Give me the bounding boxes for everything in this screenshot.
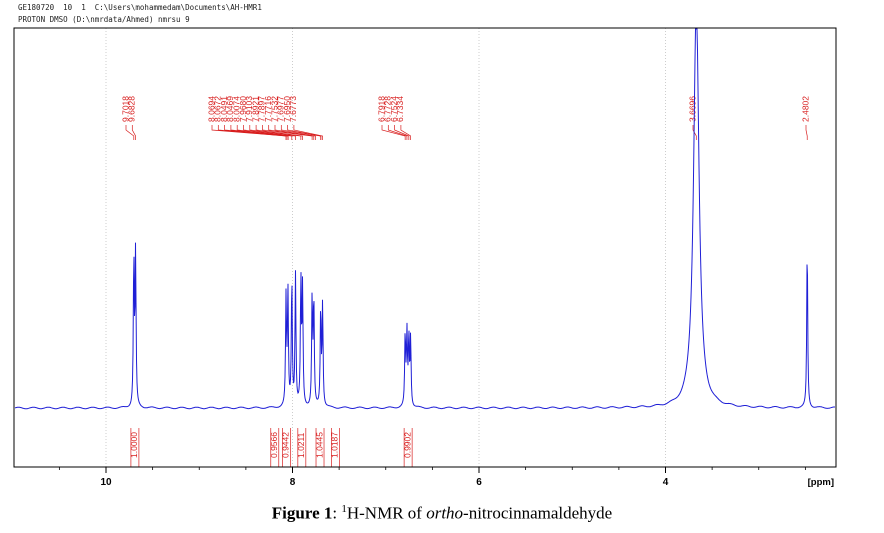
peak-label: 8.0469 — [225, 96, 235, 122]
caption-italic: ortho — [426, 503, 464, 523]
peak-label: 7.9103 — [244, 96, 254, 122]
peak-label: 7.7716 — [263, 96, 273, 122]
peak-label: 8.0074 — [231, 96, 241, 122]
peak-label: 3.6696 — [687, 96, 697, 122]
peak-label-connector — [692, 125, 697, 140]
peak-label: 8.0672 — [213, 96, 223, 122]
peak-label: 6.7728 — [383, 96, 393, 122]
peak-label-connector — [400, 125, 411, 140]
x-tick-label: 8 — [290, 477, 296, 488]
peak-label-connector — [125, 125, 135, 140]
peak-label-connector — [387, 125, 408, 140]
x-tick-label: 4 — [663, 477, 669, 488]
peak-label: 7.6977 — [276, 96, 286, 122]
peak-label-connector — [394, 125, 410, 140]
peak-label: 6.7334 — [395, 96, 405, 122]
peak-label-connector — [249, 125, 302, 140]
integral-value: 1.0000 — [129, 432, 139, 458]
integral-value: 1.0211 — [296, 432, 306, 458]
peak-label-connector — [381, 125, 406, 140]
integral-value: 1.0445 — [314, 432, 324, 458]
caption-text-after: -nitrocinnamaldehyde — [463, 503, 613, 523]
caption-superscript: 1 — [341, 503, 347, 515]
caption-text-before: H-NMR of — [346, 503, 427, 523]
peak-label-connector — [243, 125, 296, 140]
peak-label-connector — [287, 125, 322, 140]
peak-label: 7.6773 — [288, 96, 298, 122]
spectrum-header-line1: GE180720 10 1 C:\Users\mohammedam\Docume… — [18, 3, 262, 12]
x-tick-label: 10 — [100, 477, 112, 488]
x-axis-label: [ppm] — [808, 477, 834, 488]
integral-value: 0.9902 — [402, 432, 412, 458]
integral-value: 0.9566 — [269, 432, 279, 458]
peak-label-connector — [262, 125, 313, 140]
caption-figure-number: Figure 1 — [271, 503, 333, 523]
peak-label-connector — [293, 125, 323, 140]
peak-label: 7.7532 — [269, 96, 279, 122]
peak-label-connector — [131, 125, 136, 140]
peak-label: 7.8921 — [250, 96, 260, 122]
peak-label: 9.7018 — [120, 96, 130, 122]
peak-label-connector — [274, 125, 316, 140]
peak-label: 2.4802 — [800, 96, 810, 122]
peak-label: 7.9680 — [238, 96, 248, 122]
spectrum-line — [14, 28, 835, 410]
peak-label-connector — [230, 125, 289, 140]
peak-label: 8.0491 — [219, 96, 229, 122]
figure-caption: Figure 1: 1H-NMR of ortho-nitrocinnamald… — [0, 503, 884, 524]
peak-label: 6.7524 — [389, 96, 399, 122]
spectrum-header-line2: PROTON DMSO (D:\nmrdata/Ahmed) nmrsu 9 — [18, 15, 190, 24]
peak-label-connector — [805, 125, 808, 140]
peak-label: 6.7918 — [376, 96, 386, 122]
caption-colon: : — [332, 503, 342, 523]
peak-label: 9.6828 — [127, 96, 137, 122]
integral-value: 1.0187 — [330, 432, 340, 458]
peak-label: 7.7897 — [257, 96, 267, 122]
plot-frame — [13, 27, 837, 468]
integral-value: 0.9442 — [281, 432, 291, 458]
peak-label: 7.6950 — [282, 96, 292, 122]
peak-label: 8.0694 — [206, 96, 216, 122]
peak-label-connector — [255, 125, 303, 140]
peak-label-connector — [236, 125, 293, 140]
x-tick-label: 6 — [476, 477, 482, 488]
peak-label-connector — [268, 125, 315, 140]
peak-label-connector — [217, 125, 287, 140]
